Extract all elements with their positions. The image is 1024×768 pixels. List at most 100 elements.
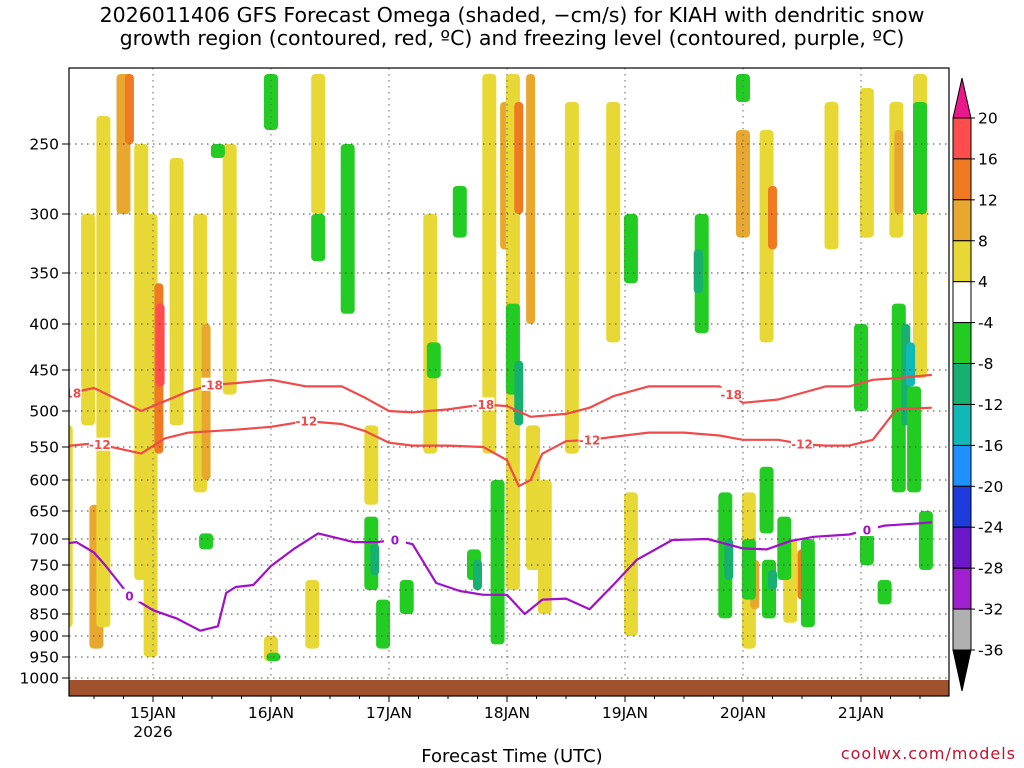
contour-label-bg-0 (383, 533, 406, 547)
omega-shade-76 (877, 580, 892, 605)
y-tick-label-450: 450 (29, 362, 59, 380)
colorbar-swatch-10 (952, 526, 972, 569)
omega-shading (69, 74, 933, 662)
contour-label-bg--18 (201, 377, 223, 391)
y-tick-label-550: 550 (29, 439, 59, 457)
omega-shade-53 (376, 599, 391, 649)
contour-line--18 (69, 373, 932, 418)
y-tick-label-900: 900 (29, 628, 59, 646)
colorbar-label-8: 8 (978, 232, 988, 250)
colorbar-label-4: 4 (978, 273, 988, 291)
colorbar-swatch-12 (952, 608, 972, 651)
colorbar-swatch-4 (952, 281, 972, 324)
y-tick-label-350: 350 (29, 265, 59, 283)
colorbar-label--36: -36 (978, 642, 1003, 660)
colorbar-label-16: 16 (978, 150, 998, 168)
x-tick-label-20JAN: 20JAN (720, 704, 766, 722)
contour-label-0: 0 (863, 524, 871, 538)
omega-shade-40 (824, 102, 839, 250)
omega-shade-11 (143, 214, 158, 657)
contour-line-0 (69, 521, 932, 632)
omega-shade-74 (854, 324, 868, 411)
omega-shade-3 (69, 425, 73, 628)
colorbar-label--16: -16 (978, 437, 1003, 455)
y-tick-label-1000: 1000 (20, 670, 59, 688)
omega-shade-32 (623, 492, 638, 636)
omega-shade-17 (222, 144, 237, 395)
omega-shade-71 (768, 570, 777, 590)
omega-shade-67 (736, 74, 750, 102)
x-tick-label-21JAN: 21JAN (838, 704, 884, 722)
y-axis: 250 300 350 400 450 500 550 600 650 700 750 800 850 9… (20, 136, 69, 688)
omega-shade-73 (800, 539, 815, 628)
colorbar-label-20: 20 (978, 110, 998, 128)
omega-shade-79 (906, 342, 916, 387)
omega-shade-54 (399, 580, 414, 614)
contour-label--18: -18 (201, 378, 223, 392)
y-tick-label-850: 850 (29, 606, 59, 624)
colorbar-label--28: -28 (978, 560, 1003, 578)
y-tick-label-400: 400 (29, 316, 59, 334)
colorbar-swatch-8 (952, 444, 972, 487)
omega-shade-34 (759, 130, 774, 343)
omega-shade-72 (777, 516, 792, 580)
omega-shade-22 (423, 214, 438, 454)
site-credit: coolwx.com/models (840, 744, 1016, 763)
chart-title-line-2: growth region (contoured, red, ºC) and f… (119, 26, 905, 50)
omega-shade-61 (514, 360, 524, 426)
omega-shade-64 (693, 249, 703, 294)
colorbar-label--20: -20 (978, 478, 1003, 496)
omega-shade-75 (859, 533, 874, 565)
y-tick-label-950: 950 (29, 649, 59, 667)
contour-label-bg-0 (855, 523, 878, 537)
omega-shade-19 (305, 580, 320, 649)
x-tick-label-17JAN: 17JAN (366, 704, 412, 722)
colorbar-swatch-2 (952, 199, 972, 242)
omega-shade-43 (894, 130, 904, 214)
contour-label-bg--12 (88, 437, 111, 451)
y-tick-label-250: 250 (29, 136, 59, 154)
ground-terrain (69, 680, 949, 696)
omega-shade-59 (490, 480, 505, 645)
colorbar-swatch-1 (952, 158, 972, 201)
y-tick-label-600: 600 (29, 472, 59, 490)
contours: -18 -18 -18 -18 -12 -12 -12 -12 0 0 0 (60, 373, 932, 632)
omega-shade-81 (913, 102, 927, 214)
y-tick-label-650: 650 (29, 503, 59, 521)
omega-shade-28 (526, 425, 540, 570)
contour-label--18: -18 (473, 398, 495, 412)
omega-shade-7 (96, 116, 111, 628)
contour-line--12 (69, 406, 932, 488)
x-tick-label-19JAN: 19JAN (602, 704, 648, 722)
omega-shade-55 (426, 342, 441, 379)
colorbar-bottom-arrow (952, 649, 972, 692)
omega-shade-66 (724, 539, 734, 580)
colorbar-swatch-0 (952, 117, 972, 160)
y-tick-label-800: 800 (29, 582, 59, 600)
contour-label-bg--18 (720, 387, 743, 401)
omega-shade-69 (759, 466, 774, 534)
contour-label--18: -18 (720, 388, 742, 402)
plot-frame (68, 67, 950, 697)
contour-label-bg--18 (472, 397, 495, 411)
omega-shade-82 (918, 511, 933, 570)
omega-shade-33 (736, 130, 750, 238)
omega-shade-9 (124, 74, 134, 144)
omega-shade-68 (741, 539, 756, 600)
y-tick-label-300: 300 (29, 206, 59, 224)
omega-shade-50 (340, 144, 355, 314)
omega-shade-21 (364, 425, 379, 505)
contour-label--18: -18 (60, 386, 82, 400)
contour-label--12: -12 (579, 433, 601, 447)
colorbar-label--32: -32 (978, 601, 1003, 619)
chart-title-line-1: 2026011406 GFS Forecast Omega (shaded, −… (99, 3, 925, 27)
colorbar-label-12: 12 (978, 191, 998, 209)
colorbar-label--4: -4 (978, 314, 993, 332)
omega-shade-29 (537, 480, 552, 614)
colorbar-top-arrow (952, 77, 972, 119)
colorbar-swatch-7 (952, 404, 972, 446)
omega-shade-20 (311, 74, 326, 214)
omega-shade-14 (169, 158, 184, 426)
colorbar-label--8: -8 (978, 355, 993, 373)
